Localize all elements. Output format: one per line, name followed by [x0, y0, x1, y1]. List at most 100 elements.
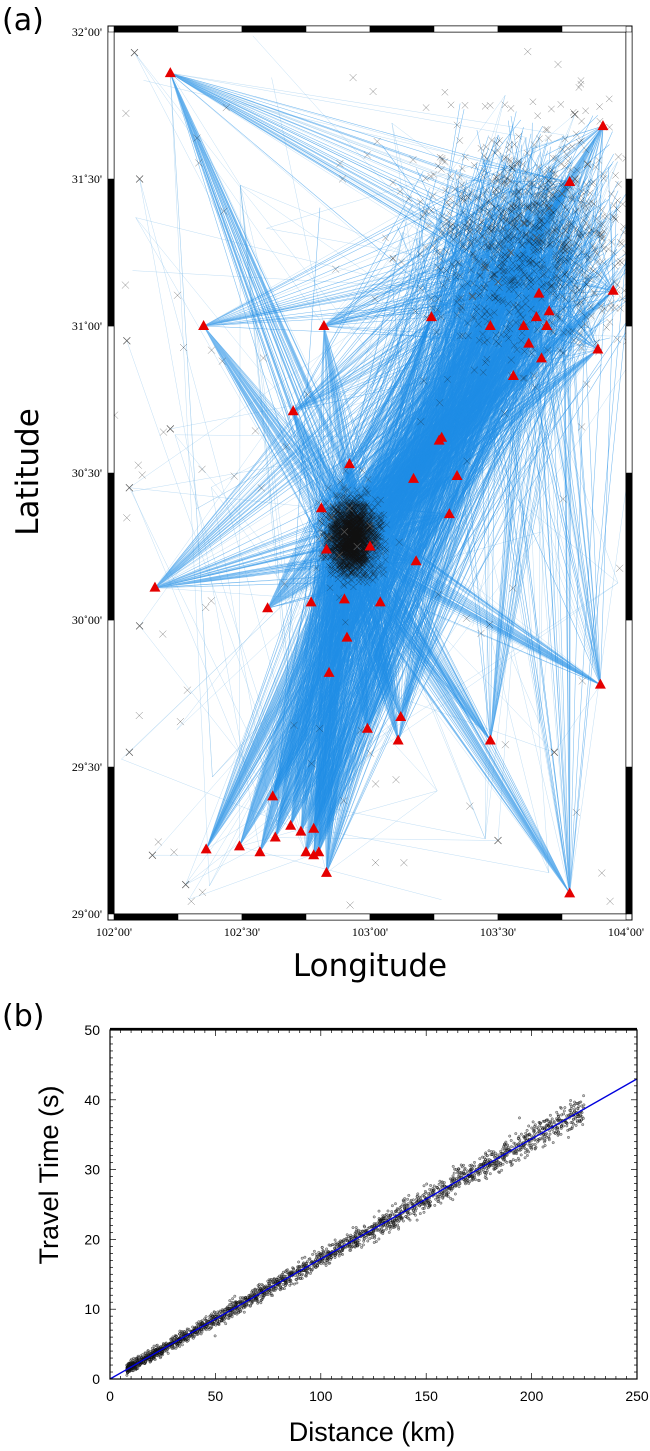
station-triangle-36 [594, 678, 606, 689]
map-y-tick-label: 29˚30' [72, 760, 102, 774]
event-marker-8 [325, 533, 333, 542]
map-x-tick-label: 102˚30' [224, 925, 260, 939]
map-bottom-border-segment [497, 913, 563, 921]
station-triangle-44 [308, 822, 320, 833]
station-triangle-49 [300, 846, 312, 857]
map-right-border-segment [625, 619, 633, 768]
station-triangle-35 [323, 666, 335, 677]
event-marker-18 [558, 189, 566, 198]
scatter-x-tick-label: 50 [208, 1388, 224, 1404]
station-triangle-53 [564, 887, 576, 898]
scatter-points [125, 1094, 586, 1377]
event-marker-21 [123, 336, 131, 345]
map-x-tick-label: 103˚00' [352, 925, 388, 939]
map-left-border-segment [107, 619, 115, 768]
station-triangle-41 [267, 790, 279, 801]
station-triangle-17 [507, 369, 519, 380]
map-bottom-border-segment [433, 913, 499, 921]
map-bottom-border-segment [177, 913, 243, 921]
station-triangle-10 [518, 320, 530, 330]
event-marker-9 [481, 263, 489, 271]
event-markers [114, 47, 626, 909]
map-right-border-segment [625, 325, 633, 474]
scatter-x-tick-label: 150 [415, 1388, 439, 1404]
map-y-tick-label: 31˚30' [72, 172, 102, 186]
ray-fan-station-36 [334, 130, 617, 685]
map-bottom-border-segment [241, 913, 307, 921]
map-top-border-segment [113, 25, 179, 33]
station-triangle-9 [530, 311, 542, 322]
event-marker-6 [345, 504, 354, 513]
event-marker-5 [366, 522, 374, 530]
map-y-tick-label: 30˚00' [72, 613, 102, 627]
scatter-y-axis-title: Travel Time (s) [34, 1085, 64, 1264]
scatter-y-tick-labels: 0 10 20 30 40 50 [84, 1022, 100, 1387]
event-marker-19 [130, 48, 139, 57]
station-triangle-38 [361, 722, 373, 733]
scatter-y-tick-label: 50 [84, 1022, 100, 1038]
station-triangle-30 [262, 602, 274, 613]
station-triangle-20 [433, 434, 445, 445]
map-x-tick-label: 103˚30' [480, 925, 516, 939]
station-triangle-6 [607, 284, 619, 295]
station-triangle-43 [295, 825, 307, 836]
scatter-x-tick-label: 0 [106, 1388, 114, 1404]
map-y-tick-label: 29˚00' [72, 907, 102, 921]
panel-b-label: (b) [2, 999, 44, 1034]
station-triangle-22 [408, 472, 420, 483]
fit-line-segment [109, 1078, 638, 1380]
station-triangle-13 [425, 311, 437, 322]
map-bottom-border-segment [561, 913, 627, 921]
station-markers [149, 67, 619, 898]
station-triangle-31 [305, 596, 317, 607]
scatter-x-tick-label: 100 [309, 1388, 333, 1404]
map-left-border-segment [107, 472, 115, 621]
map-left-border-segment [107, 325, 115, 474]
map-x-tick-label: 102˚00' [96, 925, 132, 939]
station-triangle-23 [451, 469, 463, 480]
scatter-frame [109, 1027, 638, 1380]
event-marker-25 [125, 748, 134, 757]
station-triangle-14 [592, 343, 604, 354]
event-marker-24 [135, 622, 144, 630]
map-right-border-segment [625, 472, 633, 621]
map-frame [107, 25, 633, 921]
event-marker-28 [550, 748, 559, 757]
scatter-y-tick-label: 0 [92, 1371, 100, 1387]
station-triangle-3 [318, 320, 330, 330]
station-triangle-11 [541, 320, 553, 330]
map-top-border-segment [433, 25, 499, 33]
map-left-border-segment [107, 178, 115, 327]
station-triangle-34 [341, 631, 353, 642]
map-top-border-segment [561, 25, 627, 33]
event-cluster-markers [114, 47, 626, 909]
map-x-tick-labels: 102˚00' 102˚30' 103˚00' 103˚30' 104˚00' [96, 925, 644, 939]
scatter-x-tick-labels: 0 50 100 150 200 250 [106, 1388, 649, 1404]
scatter-x-tick-label: 250 [625, 1388, 649, 1404]
map-right-border-segment [625, 766, 633, 915]
map-bottom-border-segment [113, 913, 179, 921]
map-top-border-segment [241, 25, 307, 33]
ray-fan-station-52 [315, 141, 608, 873]
station-triangle-51 [308, 849, 320, 860]
station-triangle-33 [374, 596, 386, 607]
event-marker-22 [166, 425, 175, 433]
event-marker-20 [135, 175, 144, 183]
station-triangle-37 [395, 711, 407, 722]
event-marker-3 [353, 542, 361, 551]
station-triangle-16 [523, 337, 535, 348]
station-triangle-2 [198, 320, 210, 330]
station-triangle-28 [410, 555, 422, 566]
station-triangle-52 [320, 866, 332, 877]
event-marker-16 [583, 160, 592, 169]
scatter-x-tick-label: 200 [520, 1388, 544, 1404]
station-triangle-46 [269, 831, 281, 842]
map-top-border-segment [177, 25, 243, 33]
map-right-border-segment [625, 31, 633, 180]
station-triangle-24 [315, 502, 327, 513]
station-triangle-1 [164, 67, 176, 78]
event-marker-15 [532, 234, 541, 242]
station-triangle-47 [200, 843, 212, 854]
event-marker-14 [468, 292, 477, 301]
station-triangle-45 [233, 840, 245, 851]
